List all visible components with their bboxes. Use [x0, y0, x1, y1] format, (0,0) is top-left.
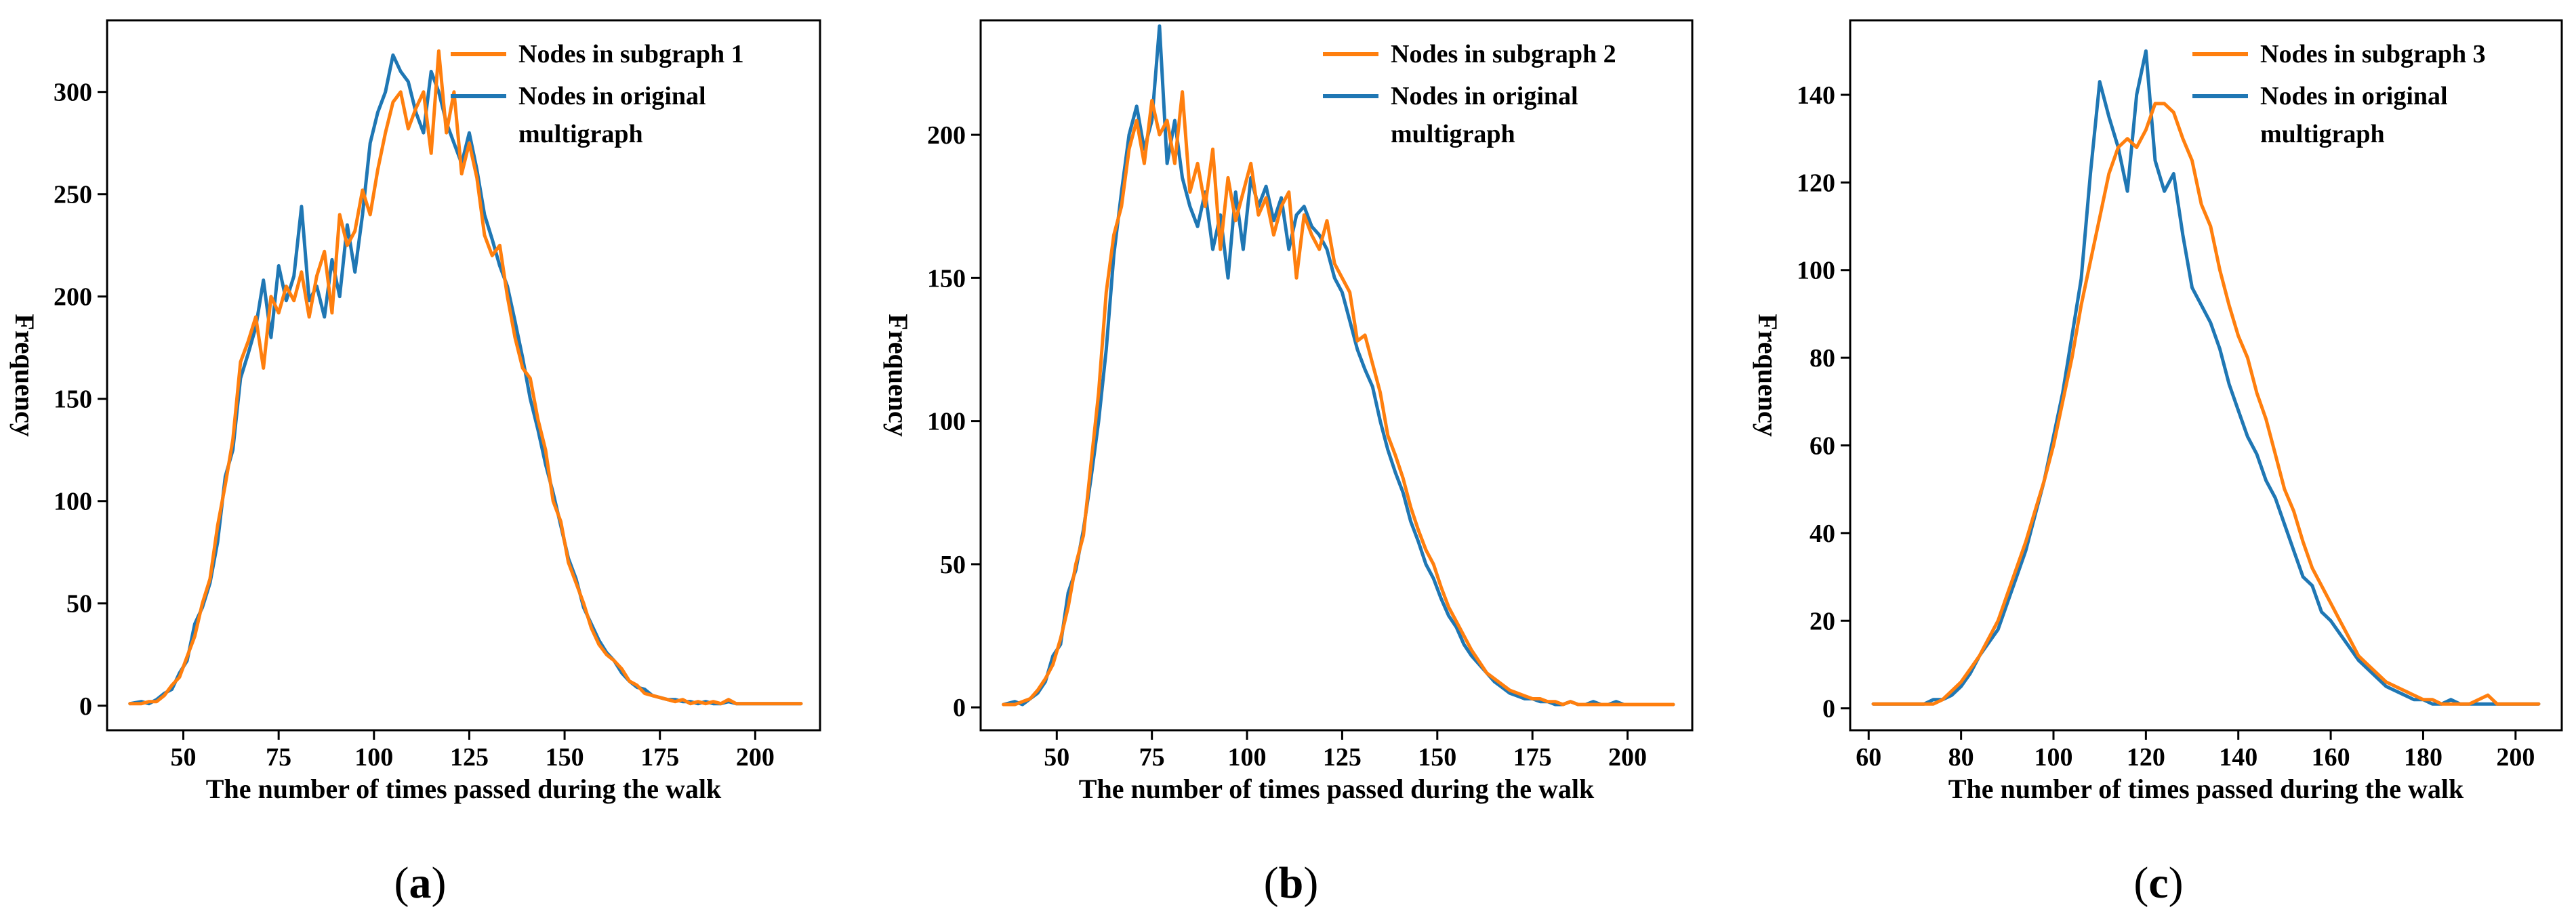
panel-caption: (a) — [394, 858, 447, 908]
y-tick-label: 100 — [54, 488, 92, 516]
x-tick-label: 140 — [2219, 743, 2257, 772]
series-line-original-multigraph — [1002, 24, 1675, 707]
x-tick-label: 100 — [354, 743, 393, 772]
y-tick-label: 200 — [54, 283, 92, 312]
x-tick-label: 60 — [1856, 743, 1881, 772]
series-line-subgraph — [128, 49, 803, 706]
x-tick-label: 150 — [1418, 743, 1456, 772]
series-line-subgraph — [1002, 90, 1675, 707]
legend-label-original-multigraph: Nodes in original multigraph — [518, 82, 706, 148]
y-tick-label: 50 — [66, 590, 92, 618]
chart-panel-a: 50 75 100 125 150 175 200 0 50 100 150 200 250 300 The… — [9, 19, 821, 908]
x-tick-label: 200 — [1608, 743, 1647, 772]
y-tick-label: 0 — [953, 694, 966, 722]
y-tick-label: 100 — [1797, 257, 1835, 285]
panel-caption-letter: a — [409, 858, 432, 908]
y-axis-title: Frequency — [9, 314, 40, 436]
x-tick-label: 175 — [640, 743, 679, 772]
y-tick-label: 20 — [1810, 607, 1835, 635]
x-axis-title: The number of times passed during the wa… — [1079, 774, 1595, 804]
chart-panel-b: 50 75 100 125 150 175 200 0 50 100 150 200 The numbe… — [883, 19, 1694, 908]
x-tick-label: 180 — [2404, 743, 2442, 772]
y-tick-label: 100 — [927, 408, 966, 436]
x-axis-title: The number of times passed during the wa… — [1948, 774, 2464, 804]
x-tick-label: 160 — [2312, 743, 2350, 772]
plot-frame — [106, 19, 821, 732]
y-tick-label: 80 — [1810, 344, 1835, 373]
y-axis-title: Frequency — [883, 314, 914, 436]
chart-panel-c: 60 80 100 120 140 160 180 200 0 20 40 60 80 100 120 140… — [1753, 19, 2563, 908]
y-axis-title: Frequency — [1753, 314, 1783, 436]
legend-label-original-multigraph: Nodes in original multigraph — [2260, 82, 2448, 148]
plot-frame — [979, 19, 1694, 732]
panel-caption: (b) — [1264, 858, 1319, 908]
y-tick-label: 300 — [54, 79, 92, 107]
y-tick-label: 150 — [54, 385, 92, 414]
y-tick-label: 60 — [1810, 432, 1835, 461]
y-tick-label: 40 — [1810, 520, 1835, 548]
panel-caption-letter: b — [1279, 858, 1304, 908]
y-tick-label: 150 — [927, 264, 966, 293]
legend-label-subgraph: Nodes in subgraph 2 — [1391, 40, 1616, 68]
x-tick-label: 100 — [1228, 743, 1267, 772]
x-tick-label: 150 — [546, 743, 584, 772]
legend-label-subgraph: Nodes in subgraph 3 — [2260, 40, 2486, 68]
legend-label-subgraph: Nodes in subgraph 1 — [518, 40, 744, 68]
x-tick-label: 125 — [450, 743, 489, 772]
x-tick-label: 125 — [1323, 743, 1362, 772]
x-tick-label: 175 — [1513, 743, 1552, 772]
x-tick-label: 50 — [171, 743, 197, 772]
x-tick-label: 75 — [1139, 743, 1165, 772]
panel-caption: (c) — [2133, 858, 2183, 908]
x-tick-label: 200 — [736, 743, 775, 772]
y-tick-label: 0 — [1822, 695, 1835, 723]
x-tick-label: 100 — [2035, 743, 2073, 772]
x-tick-label: 200 — [2496, 743, 2535, 772]
y-tick-label: 0 — [79, 692, 92, 721]
x-tick-label: 75 — [266, 743, 291, 772]
x-tick-label: 80 — [1948, 743, 1974, 772]
x-tick-label: 50 — [1044, 743, 1069, 772]
series-line-subgraph — [1871, 102, 2541, 706]
legend-label-original-multigraph: Nodes in original multigraph — [1391, 82, 1578, 148]
y-tick-label: 140 — [1797, 81, 1835, 110]
plot-frame — [1849, 19, 2563, 732]
panel-caption-letter: c — [2148, 858, 2168, 908]
y-tick-label: 250 — [54, 181, 92, 209]
y-tick-label: 50 — [940, 551, 966, 579]
series-line-original-multigraph — [1871, 49, 2541, 706]
y-tick-label: 120 — [1797, 169, 1835, 197]
x-axis-title: The number of times passed during the wa… — [206, 774, 722, 804]
x-tick-label: 120 — [2127, 743, 2165, 772]
y-tick-label: 200 — [927, 121, 966, 150]
